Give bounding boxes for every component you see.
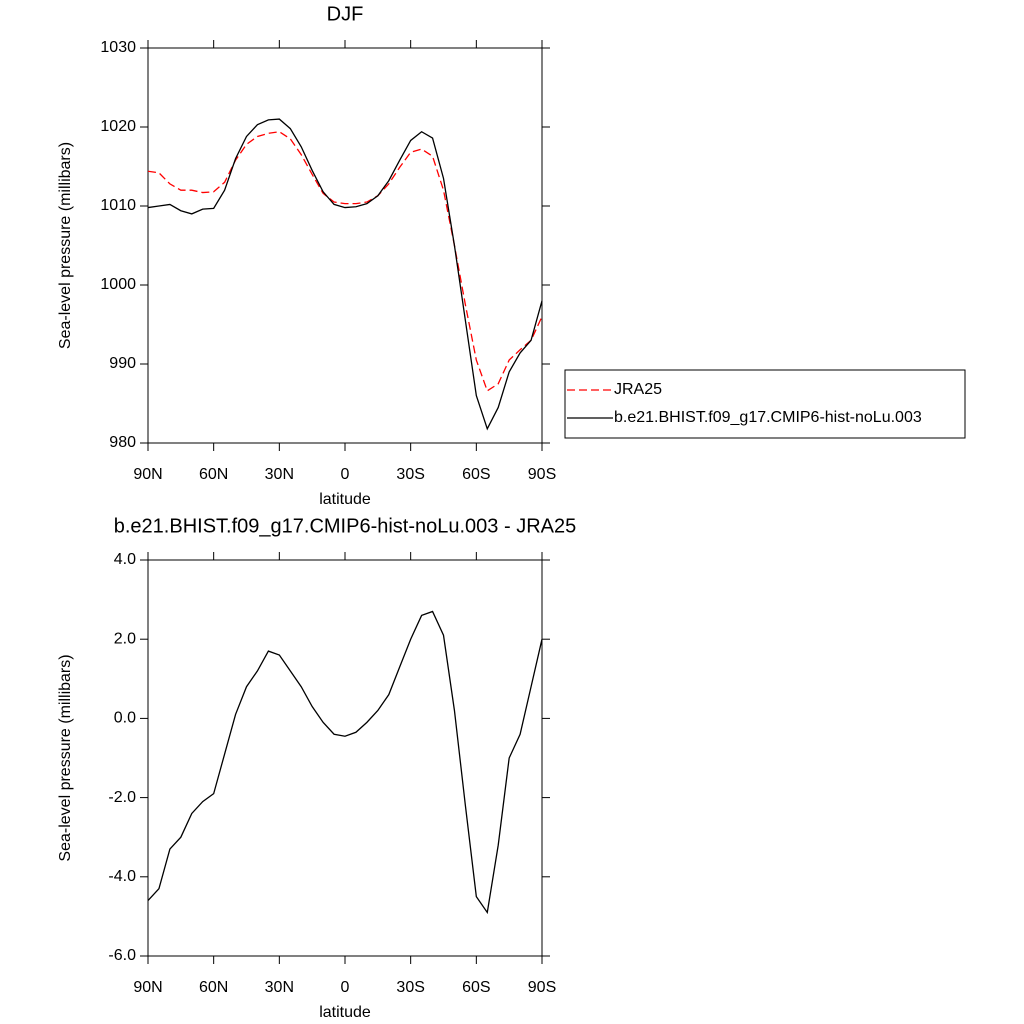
y-tick-label: 2.0	[114, 630, 136, 647]
legend-box	[564, 369, 966, 439]
x-axis-label: latitude	[319, 1004, 371, 1021]
y-tick-label: -6.0	[108, 947, 136, 964]
y-axis-label: Sea-level pressure (millibars)	[57, 654, 74, 861]
x-tick-label: 90S	[528, 466, 556, 483]
x-tick-label: 0	[341, 979, 350, 996]
y-tick-label: 980	[109, 434, 136, 451]
plot-frame	[147, 47, 543, 444]
x-tick-label: 90N	[133, 466, 162, 483]
y-tick-label: 4.0	[114, 551, 136, 568]
y-tick-label: 1010	[100, 197, 136, 214]
y-tick-label: -4.0	[108, 868, 136, 885]
x-tick-label: 30S	[396, 979, 424, 996]
data-line	[147, 610, 543, 915]
chart-title: DJF	[327, 3, 364, 25]
x-tick-label: 90N	[133, 979, 162, 996]
data-line	[147, 131, 543, 392]
chart-title: b.e21.BHIST.f09_g17.CMIP6-hist-noLu.003 …	[114, 515, 576, 537]
legend-label: b.e21.BHIST.f09_g17.CMIP6-hist-noLu.003	[614, 409, 922, 426]
y-tick-label: 0.0	[114, 710, 136, 727]
legend-label: JRA25	[614, 381, 662, 398]
y-tick-label: 1000	[100, 276, 136, 293]
x-tick-label: 60S	[462, 979, 490, 996]
y-tick-label: -2.0	[108, 789, 136, 806]
x-axis-label: latitude	[319, 491, 371, 508]
y-axis-label: Sea-level pressure (millibars)	[57, 142, 74, 349]
x-tick-label: 30N	[265, 466, 294, 483]
x-tick-label: 30N	[265, 979, 294, 996]
x-tick-label: 60S	[462, 466, 490, 483]
data-line	[147, 118, 543, 431]
y-tick-label: 1020	[100, 118, 136, 135]
y-tick-label: 1030	[100, 39, 136, 56]
x-tick-label: 30S	[396, 466, 424, 483]
x-tick-label: 60N	[199, 466, 228, 483]
plot-frame	[147, 559, 543, 957]
x-tick-label: 60N	[199, 979, 228, 996]
x-tick-label: 90S	[528, 979, 556, 996]
x-tick-label: 0	[341, 466, 350, 483]
y-tick-label: 990	[109, 355, 136, 372]
